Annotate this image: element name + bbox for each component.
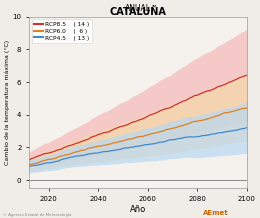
Legend: RCP8.5    ( 14 ), RCP6.0    (  6 ), RCP4.5    ( 13 ): RCP8.5 ( 14 ), RCP6.0 ( 6 ), RCP4.5 ( 13…	[32, 19, 92, 43]
Y-axis label: Cambio de la temperatura máxima (°C): Cambio de la temperatura máxima (°C)	[4, 40, 10, 165]
Text: © Agencia Estatal de Meteorología: © Agencia Estatal de Meteorología	[3, 213, 71, 217]
Text: ANUAL: ANUAL	[125, 4, 151, 13]
X-axis label: Año: Año	[130, 205, 146, 214]
Text: AEmet: AEmet	[203, 210, 229, 216]
Title: CATALUÑA: CATALUÑA	[109, 7, 166, 17]
